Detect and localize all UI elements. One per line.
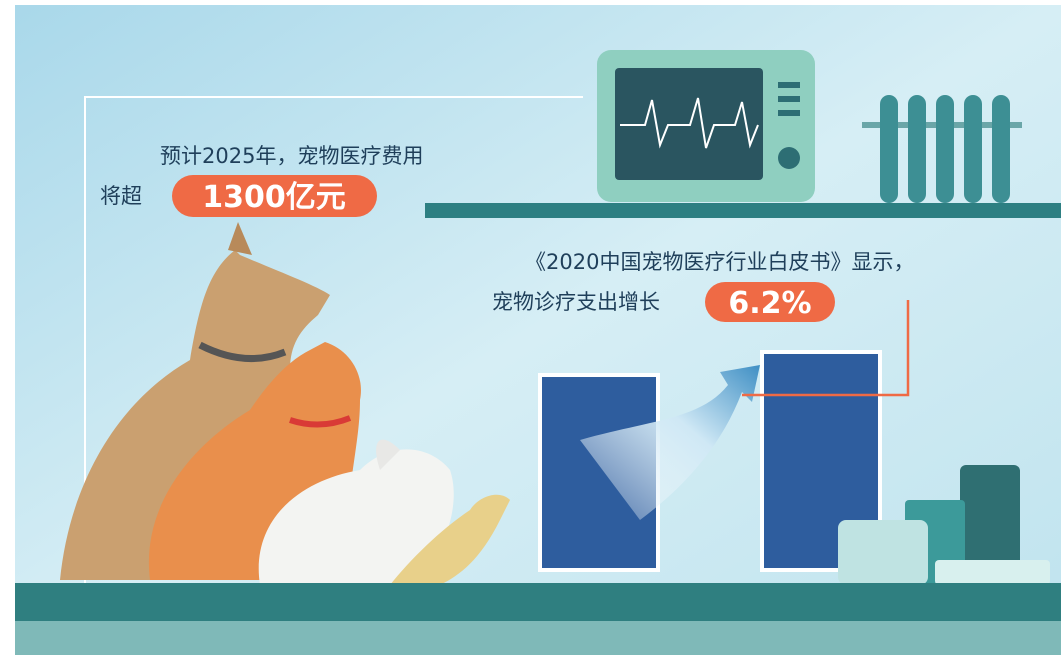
counter-top: [15, 583, 1061, 621]
test-tubes: [862, 95, 1022, 203]
shelf: [425, 203, 1061, 218]
callout-text: 将超: [100, 184, 142, 208]
counter-front: [15, 621, 1061, 655]
callout-text: 《2020中国宠物医疗行业白皮书》显示，: [525, 250, 914, 274]
highlight-text: 6.2%: [728, 286, 811, 321]
highlight-text: 1300亿元: [202, 180, 346, 215]
callout-text: 宠物诊疗支出增长: [492, 290, 660, 314]
infographic: 预计2025年，宠物医疗费用 将超 1300亿元 《2020中国宠物医疗行业白皮…: [0, 0, 1061, 655]
callout-text: 预计2025年，宠物医疗费用: [160, 144, 423, 168]
monitor: [597, 50, 815, 202]
